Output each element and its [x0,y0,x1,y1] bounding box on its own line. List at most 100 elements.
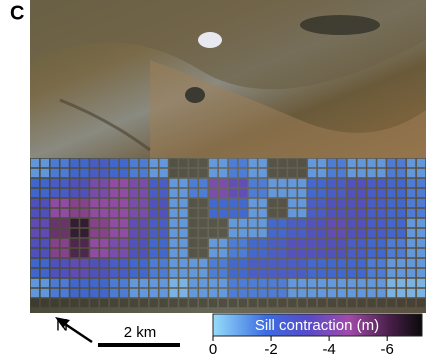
empty-cell [70,299,78,307]
cell [150,229,158,237]
cell [51,219,59,227]
cell [229,279,237,287]
cell [328,219,336,227]
cell [268,189,276,197]
cell [169,189,177,197]
cell [288,179,296,187]
cell [367,159,375,167]
cell [367,259,375,267]
cell [229,199,237,207]
cell [51,239,59,247]
cell [367,219,375,227]
cell [358,239,366,247]
colorbar-tick-label: -4 [322,341,335,358]
cell [377,229,385,237]
cell [70,259,78,267]
cell [160,289,168,297]
cell [90,259,98,267]
cell [358,259,366,267]
cell [61,239,69,247]
cell [219,249,227,257]
cell [278,189,286,197]
cell [249,289,257,297]
cell [160,239,168,247]
cell [130,289,138,297]
cell [268,179,276,187]
empty-cell [199,159,207,167]
cell [288,249,296,257]
cell [199,179,207,187]
cell [268,279,276,287]
cell [41,189,49,197]
cell [377,169,385,177]
cell [318,199,326,207]
cell [160,189,168,197]
cell [229,269,237,277]
cell [268,229,276,237]
cell [80,259,88,267]
cell [90,179,98,187]
cell [308,279,316,287]
cell [259,189,267,197]
cell [328,189,336,197]
cell [328,279,336,287]
cell [130,169,138,177]
cell [407,169,415,177]
cell [288,269,296,277]
cell [209,269,217,277]
cell [140,189,148,197]
cell [387,189,395,197]
cell [397,219,405,227]
cell [51,249,59,257]
cell [61,229,69,237]
cell [51,199,59,207]
cell [358,249,366,257]
cell [417,239,425,247]
cell [41,169,49,177]
cell [41,239,49,247]
cell [110,169,118,177]
cell [288,229,296,237]
cell [259,229,267,237]
cell [179,269,187,277]
cell [61,179,69,187]
cell [298,269,306,277]
cell [407,199,415,207]
cell [407,249,415,257]
cell [179,189,187,197]
cell [61,209,69,217]
cell [80,169,88,177]
cell [51,209,59,217]
cell [328,209,336,217]
cell [100,199,108,207]
cell [41,179,49,187]
cell [259,249,267,257]
empty-cell [268,169,276,177]
cell [31,239,39,247]
cell [189,279,197,287]
cell [278,289,286,297]
cell [120,199,128,207]
cell [179,209,187,217]
cell [179,239,187,247]
cell [61,269,69,277]
cell [407,259,415,267]
empty-cell [308,299,316,307]
cell [169,279,177,287]
cell [239,189,247,197]
cell [100,159,108,167]
cell [51,179,59,187]
cell [51,279,59,287]
cell [367,239,375,247]
cell [308,209,316,217]
cell [229,159,237,167]
cell [288,209,296,217]
cell [209,199,217,207]
empty-cell [407,299,415,307]
cell [348,199,356,207]
cell [229,209,237,217]
cell [259,259,267,267]
empty-cell [268,199,276,207]
empty-cell [288,299,296,307]
cell [348,189,356,197]
